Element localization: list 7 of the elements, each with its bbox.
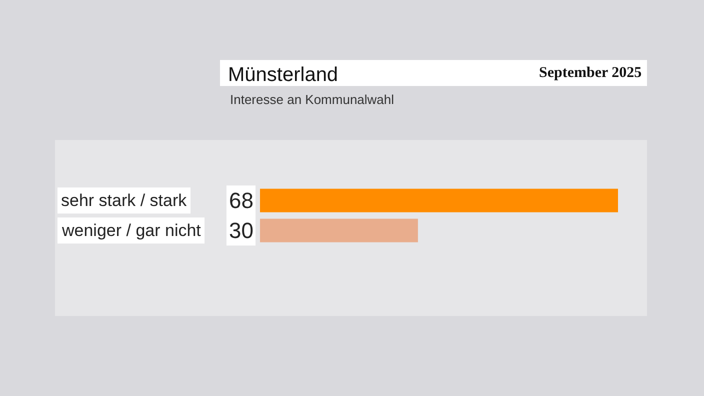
text: September 2025	[539, 65, 642, 81]
chart-title: Münsterland	[228, 64, 338, 86]
y-tick-label: weniger / gar nicht	[61, 221, 202, 240]
data-label: 30	[229, 218, 254, 243]
chart-subtitle: Interesse an Kommunalwahl	[230, 92, 394, 107]
y-tick-label: sehr stark / stark	[61, 191, 188, 210]
data-label: 68	[229, 188, 254, 213]
